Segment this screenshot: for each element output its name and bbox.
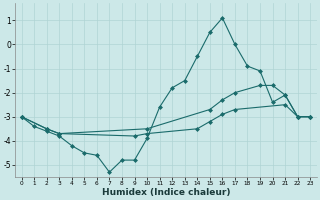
X-axis label: Humidex (Indice chaleur): Humidex (Indice chaleur) bbox=[102, 188, 230, 197]
